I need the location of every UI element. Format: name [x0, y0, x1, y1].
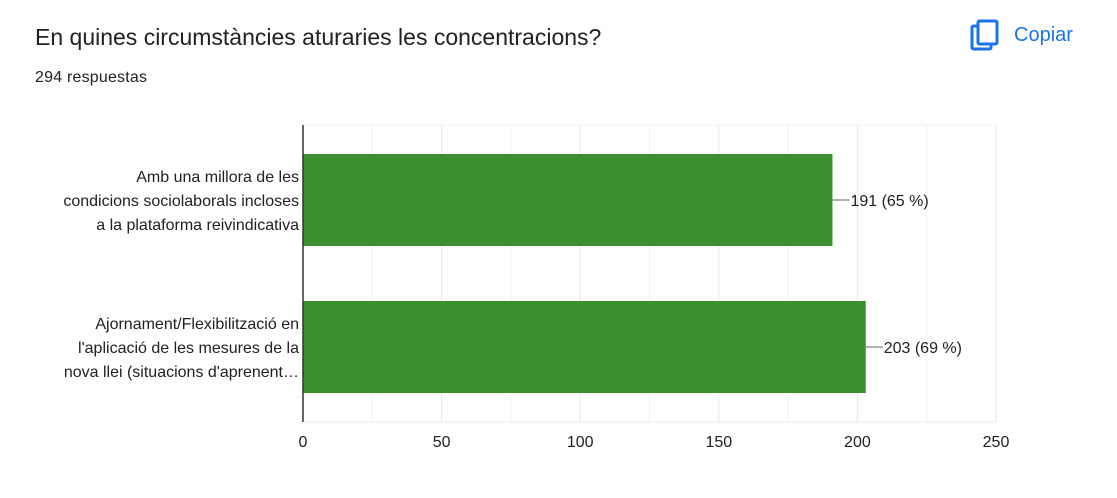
- chart-title: En quines circumstàncies aturaries les c…: [35, 24, 602, 50]
- x-tick-label: 250: [983, 434, 1010, 451]
- category-label: a la plataforma reivindicativa: [96, 217, 299, 234]
- data-label: 191 (65 %): [850, 193, 928, 210]
- x-tick-label: 100: [567, 434, 594, 451]
- response-count: 294 respuestas: [35, 69, 148, 86]
- bar[interactable]: [303, 301, 866, 393]
- copy-button[interactable]: Copiar: [964, 16, 1077, 54]
- x-tick-label: 150: [705, 434, 732, 451]
- x-tick-label: 50: [433, 434, 451, 451]
- x-tick-label: 0: [299, 434, 308, 451]
- category-label: condicions sociolaborals incloses: [63, 193, 299, 210]
- category-label: Amb una millora de les: [136, 169, 299, 186]
- bar[interactable]: [303, 154, 833, 246]
- category-label: nova llei (situacions d'aprenent…: [64, 364, 299, 381]
- category-label: l'aplicació de les mesures de la: [78, 340, 299, 357]
- category-label: Ajornament/Flexibilització en: [95, 316, 299, 333]
- data-label: 203 (69 %): [884, 340, 962, 357]
- copy-label: Copiar: [1014, 23, 1073, 46]
- x-tick-label: 200: [844, 434, 871, 451]
- copy-icon: [970, 19, 999, 51]
